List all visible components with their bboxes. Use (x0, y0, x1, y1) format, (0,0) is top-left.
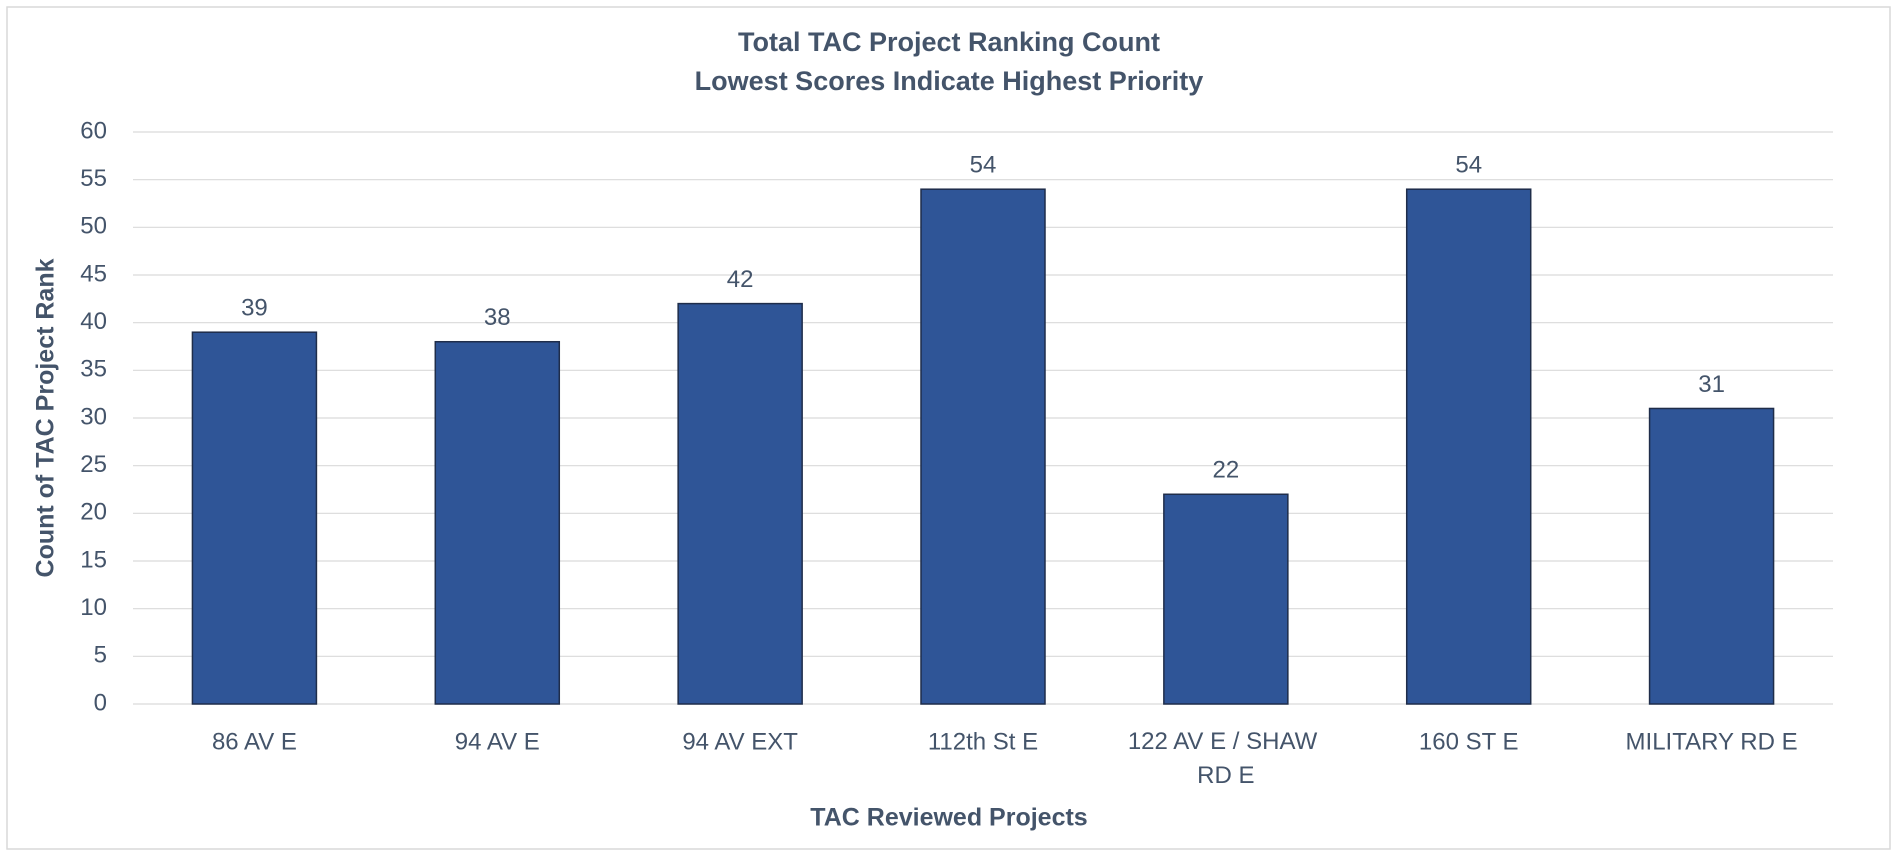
bar (191, 331, 318, 705)
y-tick-label: 0 (94, 689, 107, 716)
y-tick-label: 5 (94, 642, 107, 669)
bar (434, 340, 561, 705)
y-tick-label: 15 (80, 546, 107, 573)
y-tick-label: 30 (80, 403, 107, 430)
y-tick-label: 40 (80, 308, 107, 335)
data-label: 38 (484, 304, 511, 331)
data-label: 22 (1213, 457, 1240, 484)
y-axis-title: Count of TAC Project Rank (32, 258, 60, 577)
y-tick-label: 55 (80, 165, 107, 192)
y-tick-label: 10 (80, 594, 107, 621)
bar (1405, 188, 1532, 705)
x-axis-title: TAC Reviewed Projects (810, 804, 1087, 832)
y-tick-label: 45 (80, 260, 107, 287)
bar (920, 188, 1046, 705)
x-tick-label: MILITARY RD E (1626, 728, 1798, 755)
chart-subtitle: Lowest Scores Indicate Highest Priority (695, 66, 1204, 96)
data-label: 54 (1455, 152, 1482, 179)
chart-title: Total TAC Project Ranking Count (738, 27, 1160, 57)
y-tick-label: 50 (80, 213, 107, 240)
x-tick-label: 122 AV E / SHAW RD E (1128, 728, 1324, 789)
y-tick-label: 25 (80, 451, 107, 478)
bar (1648, 407, 1775, 705)
x-tick-label: 94 AV EXT (682, 728, 798, 755)
y-tick-label: 35 (80, 356, 107, 383)
x-tick-label: 94 AV E (455, 728, 540, 755)
y-tick-label: 20 (80, 499, 107, 526)
x-tick-label: 112th St E (928, 728, 1038, 755)
x-tick-label: 86 AV E (212, 728, 297, 755)
bar (677, 302, 803, 705)
bar (1163, 493, 1289, 705)
data-label: 42 (727, 266, 754, 293)
data-label: 31 (1698, 371, 1725, 398)
y-tick-label: 60 (80, 117, 107, 144)
data-label: 54 (970, 152, 997, 179)
x-tick-label: 160 ST E (1419, 728, 1519, 755)
data-label: 39 (241, 295, 268, 322)
